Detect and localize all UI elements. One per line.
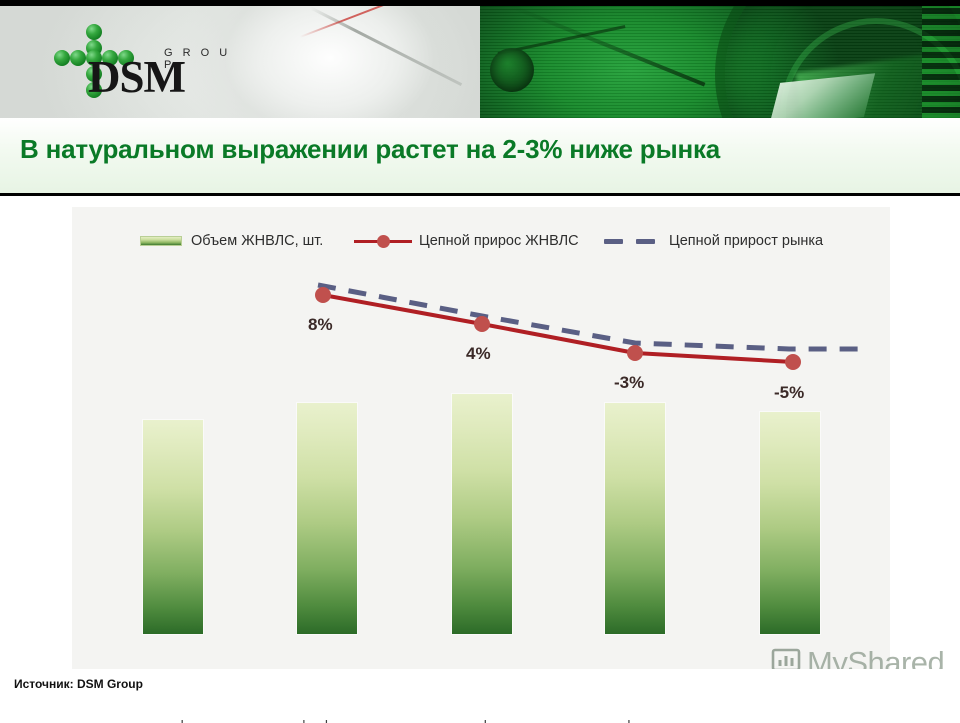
legend-line-swatch-icon xyxy=(354,234,412,248)
banner-top-bar xyxy=(0,0,960,6)
legend-bar-swatch-icon xyxy=(140,236,182,246)
banner-photo-right xyxy=(480,0,960,118)
title-band: В натуральном выражении растет на 2-3% н… xyxy=(0,118,960,196)
dsm-cross-logo-icon xyxy=(54,24,134,98)
zhnvls-point-april xyxy=(785,354,801,370)
legend-item-volume[interactable]: Объем ЖНВЛС, шт. xyxy=(140,229,323,253)
page-title: В натуральном выражении растет на 2-3% н… xyxy=(20,134,721,164)
chart-lines-svg xyxy=(315,282,870,370)
clock-ring-decoration xyxy=(715,0,960,118)
legend-item-market-growth[interactable]: Цепной прирост рынка xyxy=(602,229,823,253)
legend-item-zhnvls-growth[interactable]: Цепной прирос ЖНВЛС xyxy=(354,229,579,253)
zhnvls-point-march xyxy=(627,345,643,361)
data-label-february: 4% xyxy=(466,344,491,363)
legend-label-market-growth: Цепной прирост рынка xyxy=(669,233,824,249)
logo-brand-text: DSM xyxy=(88,52,186,102)
zhnvls-point-february xyxy=(474,316,490,332)
header-banner: G R O U P DSM xyxy=(0,0,960,118)
chart-legend: Объем ЖНВЛС, шт. Цепной прирос ЖНВЛС Цеп… xyxy=(72,227,890,259)
bar-february[interactable] xyxy=(297,403,357,634)
chart-panel: Объем ЖНВЛС, шт. Цепной прирос ЖНВЛС Цеп… xyxy=(72,207,890,723)
zhnvls-point-january xyxy=(315,287,331,303)
market-growth-dashed-line xyxy=(317,282,870,352)
zhnvls-growth-line xyxy=(322,293,794,364)
plot-area: 8% 4% -3% -5% январь февраль март апрель… xyxy=(72,259,890,723)
legend-label-zhnvls-growth: Цепной прирос ЖНВЛС xyxy=(419,233,579,249)
bar-march[interactable] xyxy=(452,394,512,634)
gear-teeth-decoration xyxy=(922,0,960,118)
clock-hub-decoration xyxy=(490,48,534,92)
data-label-april: -5% xyxy=(774,383,805,402)
footer-source-text: Источник: DSM Group xyxy=(14,677,143,691)
footer-bar: Источник: DSM Group xyxy=(0,669,960,720)
bar-april[interactable] xyxy=(605,403,665,634)
bar-may[interactable] xyxy=(760,412,820,634)
legend-label-volume: Объем ЖНВЛС, шт. xyxy=(191,233,324,249)
dsm-group-logo: G R O U P DSM xyxy=(52,22,232,102)
logo-group-text: G R O U P xyxy=(164,47,231,71)
legend-dashed-swatch-icon xyxy=(602,234,660,248)
data-label-january: 8% xyxy=(308,315,333,334)
data-label-march: -3% xyxy=(614,373,645,392)
bar-january[interactable] xyxy=(143,420,203,634)
